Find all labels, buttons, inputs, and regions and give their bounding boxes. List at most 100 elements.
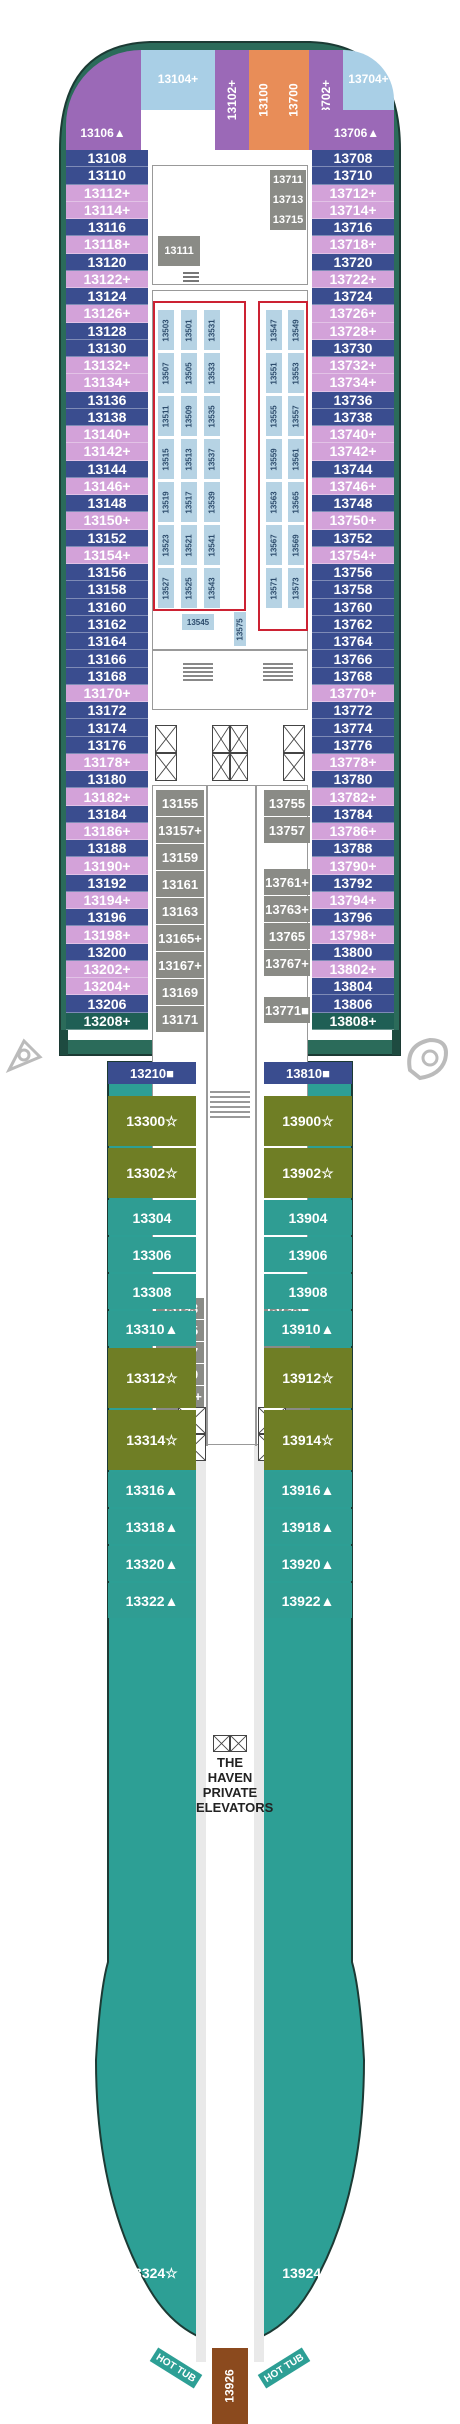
- studio-cabin[interactable]: 13533: [203, 352, 221, 394]
- starboard-cabin[interactable]: 13742+: [312, 443, 394, 461]
- port-cabin[interactable]: 13136: [66, 391, 148, 409]
- port-cabin[interactable]: 13128: [66, 322, 148, 340]
- inner-cabin[interactable]: 13167+: [156, 952, 204, 978]
- port-cabin[interactable]: 13108: [66, 150, 148, 168]
- studio-cabin[interactable]: 13537: [203, 438, 221, 480]
- starboard-cabin[interactable]: 13756: [312, 564, 394, 582]
- inner-cabin[interactable]: 13767+: [264, 950, 310, 976]
- starboard-cabin[interactable]: 13784: [312, 805, 394, 823]
- cabin-13711[interactable]: 13711: [270, 170, 306, 190]
- port-cabin[interactable]: 13166: [66, 650, 148, 668]
- studio-cabin[interactable]: 13509: [180, 395, 198, 437]
- starboard-cabin[interactable]: 13762: [312, 615, 394, 634]
- cabin-13575[interactable]: 13575: [233, 611, 247, 647]
- studio-cabin[interactable]: 13535: [203, 395, 221, 437]
- inner-cabin[interactable]: 13157+: [156, 817, 204, 843]
- starboard-cabin[interactable]: 13804: [312, 978, 394, 996]
- starboard-cabin[interactable]: 13724: [312, 288, 394, 306]
- studio-cabin[interactable]: 13569: [287, 524, 305, 566]
- port-cabin[interactable]: 13162: [66, 615, 148, 634]
- studio-cabin[interactable]: 13539: [203, 481, 221, 523]
- studio-cabin[interactable]: 13553: [287, 352, 305, 394]
- inner-cabin[interactable]: 13161: [156, 871, 204, 897]
- starboard-cabin[interactable]: 13772: [312, 702, 394, 720]
- studio-cabin[interactable]: 13511: [157, 395, 175, 437]
- starboard-cabin[interactable]: 13764: [312, 633, 394, 651]
- port-cabin[interactable]: 13200: [66, 943, 148, 961]
- cabin-13700[interactable]: 13700: [279, 50, 309, 150]
- starboard-cabin[interactable]: 13746+: [312, 477, 394, 496]
- port-cabin[interactable]: 13156: [66, 564, 148, 582]
- starboard-cabin[interactable]: 13778+: [312, 753, 394, 772]
- studio-cabin[interactable]: 13501: [180, 309, 198, 351]
- port-cabin[interactable]: 13160: [66, 598, 148, 616]
- inner-cabin[interactable]: 13165+: [156, 925, 204, 951]
- starboard-cabin[interactable]: 13794+: [312, 891, 394, 910]
- port-cabin[interactable]: 13134+: [66, 374, 148, 392]
- starboard-cabin[interactable]: 13728+: [312, 322, 394, 340]
- studio-cabin[interactable]: 13503: [157, 309, 175, 351]
- port-cabin[interactable]: 13120: [66, 253, 148, 271]
- cabin-13810[interactable]: 13810■: [264, 1062, 352, 1084]
- cabin-13924[interactable]: 13924☆: [282, 2264, 334, 2281]
- haven-port-cabin[interactable]: 13316▲: [108, 1472, 196, 1507]
- haven-starboard-cabin[interactable]: 13912☆: [264, 1348, 352, 1408]
- port-cabin[interactable]: 13126+: [66, 305, 148, 323]
- port-cabin[interactable]: 13170+: [66, 684, 148, 703]
- haven-starboard-cabin[interactable]: 13914☆: [264, 1410, 352, 1470]
- starboard-cabin[interactable]: 13714+: [312, 201, 394, 219]
- studio-cabin[interactable]: 13567: [265, 524, 283, 566]
- starboard-cabin[interactable]: 13710: [312, 167, 394, 185]
- starboard-cabin[interactable]: 13734+: [312, 374, 394, 392]
- haven-starboard-cabin[interactable]: 13910▲: [264, 1311, 352, 1346]
- port-cabin[interactable]: 13186+: [66, 822, 148, 841]
- port-cabin[interactable]: 13124: [66, 288, 148, 306]
- cabin-13100[interactable]: 13100: [249, 50, 279, 150]
- starboard-cabin[interactable]: 13774: [312, 719, 394, 737]
- inner-cabin[interactable]: 13171: [156, 1006, 204, 1032]
- cabin-13324[interactable]: 13324☆: [126, 2264, 178, 2281]
- port-cabin[interactable]: 13148: [66, 495, 148, 513]
- starboard-cabin[interactable]: 13738: [312, 408, 394, 427]
- cabin-13715[interactable]: 13715: [270, 210, 306, 230]
- studio-cabin[interactable]: 13519: [157, 481, 175, 523]
- port-cabin[interactable]: 13150+: [66, 512, 148, 530]
- port-cabin[interactable]: 13168: [66, 667, 148, 685]
- port-cabin[interactable]: 13192: [66, 874, 148, 892]
- studio-cabin[interactable]: 13551: [265, 352, 283, 394]
- inner-cabin[interactable]: 13163: [156, 898, 204, 924]
- port-cabin[interactable]: 13194+: [66, 891, 148, 910]
- port-cabin[interactable]: 13176: [66, 736, 148, 754]
- starboard-cabin[interactable]: 13808+: [312, 1012, 394, 1030]
- haven-port-cabin[interactable]: 13322▲: [108, 1583, 196, 1618]
- port-cabin[interactable]: 13178+: [66, 753, 148, 772]
- port-cabin[interactable]: 13122+: [66, 270, 148, 289]
- port-cabin[interactable]: 13142+: [66, 443, 148, 461]
- starboard-cabin[interactable]: 13760: [312, 598, 394, 616]
- starboard-cabin[interactable]: 13798+: [312, 926, 394, 944]
- studio-cabin[interactable]: 13521: [180, 524, 198, 566]
- starboard-cabin[interactable]: 13748: [312, 495, 394, 513]
- cabin-13104[interactable]: 13104+: [141, 50, 215, 110]
- haven-starboard-cabin[interactable]: 13904: [264, 1200, 352, 1235]
- port-cabin[interactable]: 13184: [66, 805, 148, 823]
- starboard-cabin[interactable]: 13758: [312, 581, 394, 599]
- port-cabin[interactable]: 13118+: [66, 236, 148, 254]
- starboard-cabin[interactable]: 13754+: [312, 546, 394, 565]
- studio-cabin[interactable]: 13523: [157, 524, 175, 566]
- port-cabin[interactable]: 13188: [66, 840, 148, 858]
- starboard-cabin[interactable]: 13708: [312, 150, 394, 168]
- studio-cabin[interactable]: 13531: [203, 309, 221, 351]
- studio-cabin[interactable]: 13555: [265, 395, 283, 437]
- cabin-13706[interactable]: 13706▲: [319, 110, 394, 150]
- inner-cabin[interactable]: 13765: [264, 923, 310, 949]
- cabin-13210[interactable]: 13210■: [108, 1062, 196, 1084]
- inner-cabin[interactable]: 13755: [264, 790, 310, 816]
- starboard-cabin[interactable]: 13752: [312, 529, 394, 547]
- starboard-cabin[interactable]: 13802+: [312, 960, 394, 979]
- studio-cabin[interactable]: 13561: [287, 438, 305, 480]
- studio-cabin[interactable]: 13505: [180, 352, 198, 394]
- port-cabin[interactable]: 13140+: [66, 426, 148, 444]
- port-cabin[interactable]: 13180: [66, 771, 148, 789]
- port-cabin[interactable]: 13154+: [66, 546, 148, 565]
